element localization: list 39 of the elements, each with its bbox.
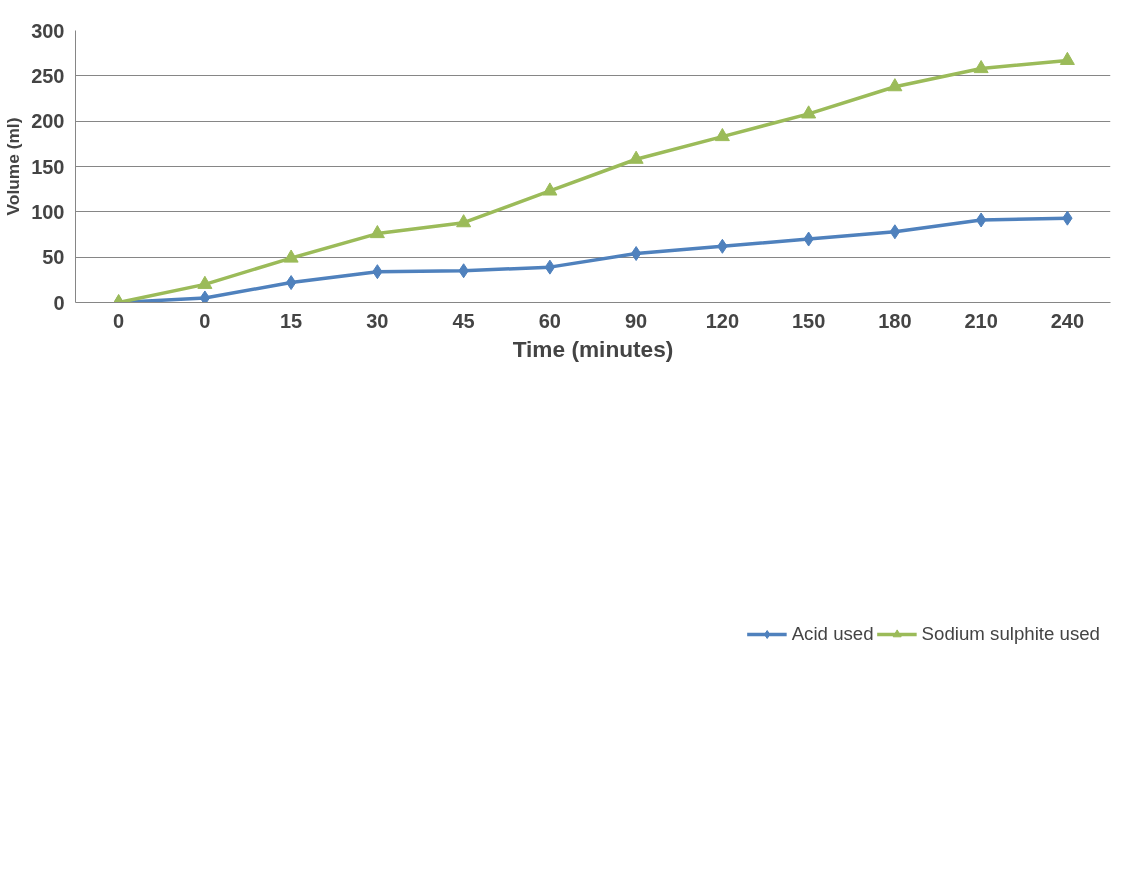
point [889,224,901,240]
x-tick-label: 45 [452,309,475,332]
x-tick-label: 15 [280,309,303,332]
point [887,78,903,92]
legend-label: Sodium sulphite used [921,623,1100,645]
y-tick-label: 250 [31,64,65,87]
point [714,128,730,142]
y-tick-label: 0 [53,291,65,314]
y-axis-title: Volume (ml) [3,117,24,216]
legend-label: Acid used [791,623,874,645]
y-tick-label: 300 [31,19,65,42]
x-tick-label: 0 [113,309,125,332]
x-tick-label: 180 [878,309,912,332]
x-tick-label: 240 [1050,309,1085,332]
point [975,212,987,228]
point [369,225,385,239]
point [628,150,644,164]
x-tick-label: 150 [791,309,826,332]
point [544,259,556,275]
point [456,214,472,228]
y-tick-label: 150 [31,155,65,178]
point [801,105,817,119]
point [199,290,211,303]
y-tick-label: 100 [31,200,65,223]
point [630,246,642,262]
x-tick-label: 60 [538,309,561,332]
y-tick-label: 200 [31,110,65,133]
x-axis-title: Time (minutes) [512,335,674,362]
point [1059,51,1075,65]
x-tick-label: 0 [199,309,211,332]
x-tick-label: 90 [625,309,648,332]
point [542,182,558,196]
x-tick-label: 210 [964,309,998,332]
point [285,275,297,291]
x-tick-label: 30 [366,309,389,332]
point [283,249,299,263]
x-tick-label: 120 [705,309,740,332]
point [973,60,989,74]
y-tick-label: 50 [42,246,65,269]
